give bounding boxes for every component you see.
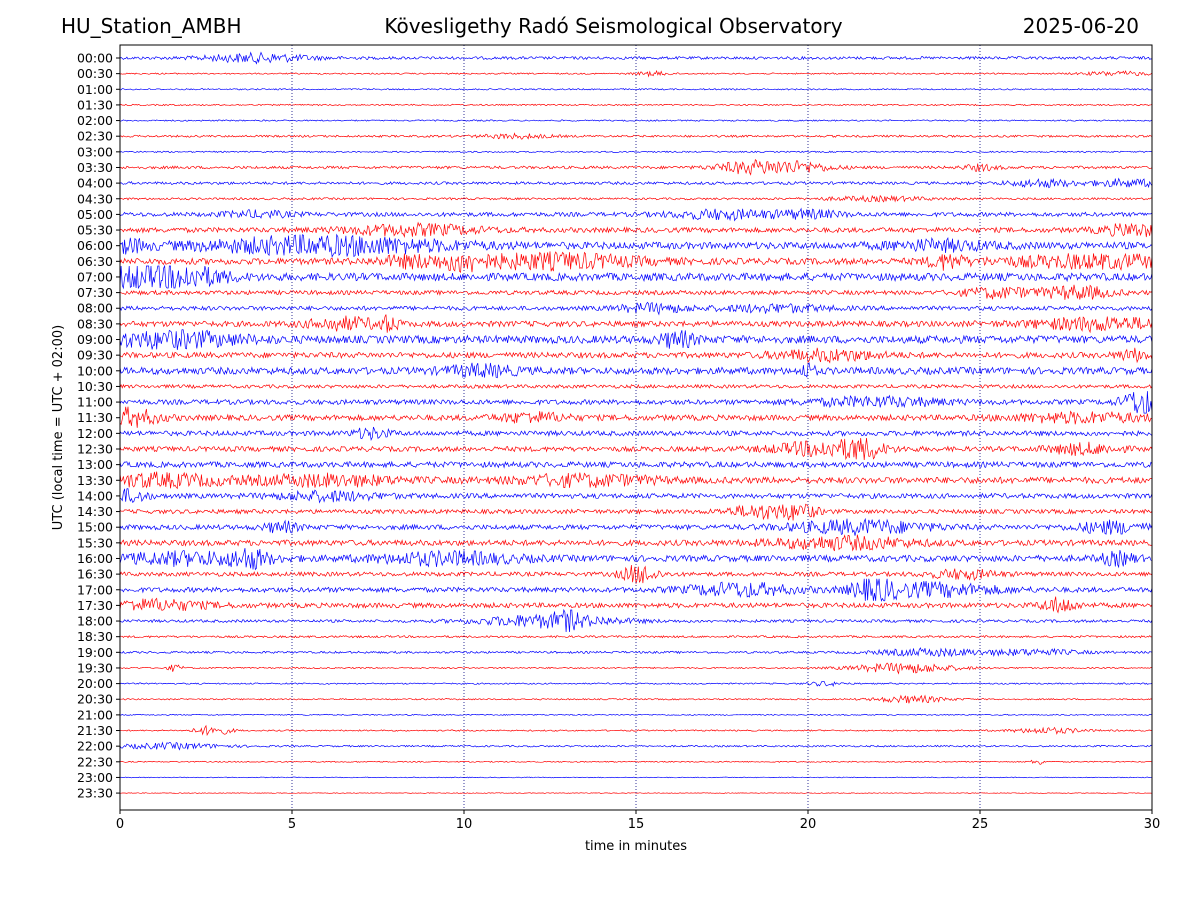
y-tick-label: 01:00 <box>77 82 113 97</box>
y-tick-label: 01:30 <box>77 97 113 112</box>
y-axis-label: UTC (local time = UTC + 02:00) <box>51 325 66 530</box>
observatory-title: Kövesligethy Radó Seismological Observat… <box>384 14 843 38</box>
y-tick-label: 11:00 <box>77 395 113 410</box>
trace-1930 <box>119 662 1153 675</box>
y-tick-label: 21:30 <box>77 723 113 738</box>
y-tick-label: 07:00 <box>77 269 113 284</box>
y-tick-label: 11:30 <box>77 410 113 425</box>
y-tick-label: 10:00 <box>77 363 113 378</box>
trace-0330 <box>119 159 1153 176</box>
y-tick-label: 00:00 <box>77 51 113 66</box>
y-tick-label: 22:00 <box>77 739 113 754</box>
x-tick-label: 30 <box>1144 817 1161 832</box>
y-tick-label: 14:30 <box>77 504 113 519</box>
trace-1900 <box>119 647 1153 658</box>
plot-date: 2025-06-20 <box>1022 14 1139 38</box>
y-tick-label: 04:30 <box>77 191 113 206</box>
trace-1200 <box>119 426 1153 441</box>
trace-0430 <box>119 194 1153 203</box>
trace-2200 <box>119 741 1153 751</box>
y-tick-label: 05:30 <box>77 223 113 238</box>
y-tick-label: 03:30 <box>77 160 113 175</box>
vertical-gridlines <box>291 45 981 810</box>
y-tick-label: 21:00 <box>77 707 113 722</box>
trace-1600 <box>119 548 1153 571</box>
seismic-traces <box>119 51 1153 794</box>
y-tick-label: 12:00 <box>77 426 113 441</box>
trace-1430 <box>119 503 1153 521</box>
y-tick-label: 23:00 <box>77 770 113 785</box>
y-tick-label: 09:00 <box>77 332 113 347</box>
y-tick-label: 15:00 <box>77 520 113 535</box>
trace-1000 <box>119 362 1153 379</box>
y-tick-label: 17:00 <box>77 582 113 597</box>
x-tick-label: 20 <box>800 817 817 832</box>
trace-2000 <box>119 680 1153 688</box>
trace-0300 <box>119 150 1153 154</box>
y-tick-label: 14:00 <box>77 488 113 503</box>
y-tick-label: 05:00 <box>77 207 113 222</box>
y-tick-label: 09:30 <box>77 348 113 363</box>
x-tick-label: 10 <box>456 817 473 832</box>
trace-1300 <box>119 460 1153 469</box>
y-tick-label: 02:30 <box>77 129 113 144</box>
y-tick-label: 08:30 <box>77 316 113 331</box>
y-tick-label: 18:00 <box>77 614 113 629</box>
y-tick-label: 08:00 <box>77 301 113 316</box>
y-tick-label: 22:30 <box>77 754 113 769</box>
y-tick-label: 03:00 <box>77 144 113 159</box>
y-tick-label: 00:30 <box>77 66 113 81</box>
y-tick-label: 16:00 <box>77 551 113 566</box>
x-tick-label: 5 <box>288 817 296 832</box>
trace-0100 <box>119 88 1152 91</box>
trace-1500 <box>119 517 1153 536</box>
y-tick-label: 13:00 <box>77 457 113 472</box>
y-tick-label: 06:00 <box>77 238 113 253</box>
y-tick-label: 07:30 <box>77 285 113 300</box>
y-tick-label: 18:30 <box>77 629 113 644</box>
x-tick-label: 25 <box>972 817 989 832</box>
y-tick-label: 19:00 <box>77 645 113 660</box>
y-tick-label: 04:00 <box>77 176 113 191</box>
y-tick-label: 19:30 <box>77 660 113 675</box>
y-tick-label: 15:30 <box>77 535 113 550</box>
trace-0030 <box>119 69 1153 78</box>
y-tick-label: 02:00 <box>77 113 113 128</box>
y-tick-label: 20:30 <box>77 692 113 707</box>
x-axis-label: time in minutes <box>585 839 687 854</box>
y-tick-label: 20:00 <box>77 676 113 691</box>
y-tick-label: 17:30 <box>77 598 113 613</box>
trace-2130 <box>119 724 1152 736</box>
y-tick-label: 16:30 <box>77 567 113 582</box>
x-tick-label: 15 <box>628 817 645 832</box>
station-name: HU_Station_AMBH <box>61 14 242 38</box>
x-axis-ticks: 0 5 10 15 20 25 30 <box>116 810 1160 832</box>
trace-0830 <box>119 314 1153 334</box>
y-tick-label: 13:30 <box>77 473 113 488</box>
trace-1730 <box>119 596 1153 614</box>
y-tick-label: 10:30 <box>77 379 113 394</box>
y-axis-ticks: 00:0000:3001:0001:3002:0002:3003:0003:30… <box>77 51 120 801</box>
y-tick-label: 23:30 <box>77 786 113 801</box>
y-tick-label: 06:30 <box>77 254 113 269</box>
trace-1630 <box>119 565 1153 584</box>
trace-1400 <box>119 488 1153 504</box>
x-tick-label: 0 <box>116 817 124 832</box>
y-tick-label: 12:30 <box>77 442 113 457</box>
